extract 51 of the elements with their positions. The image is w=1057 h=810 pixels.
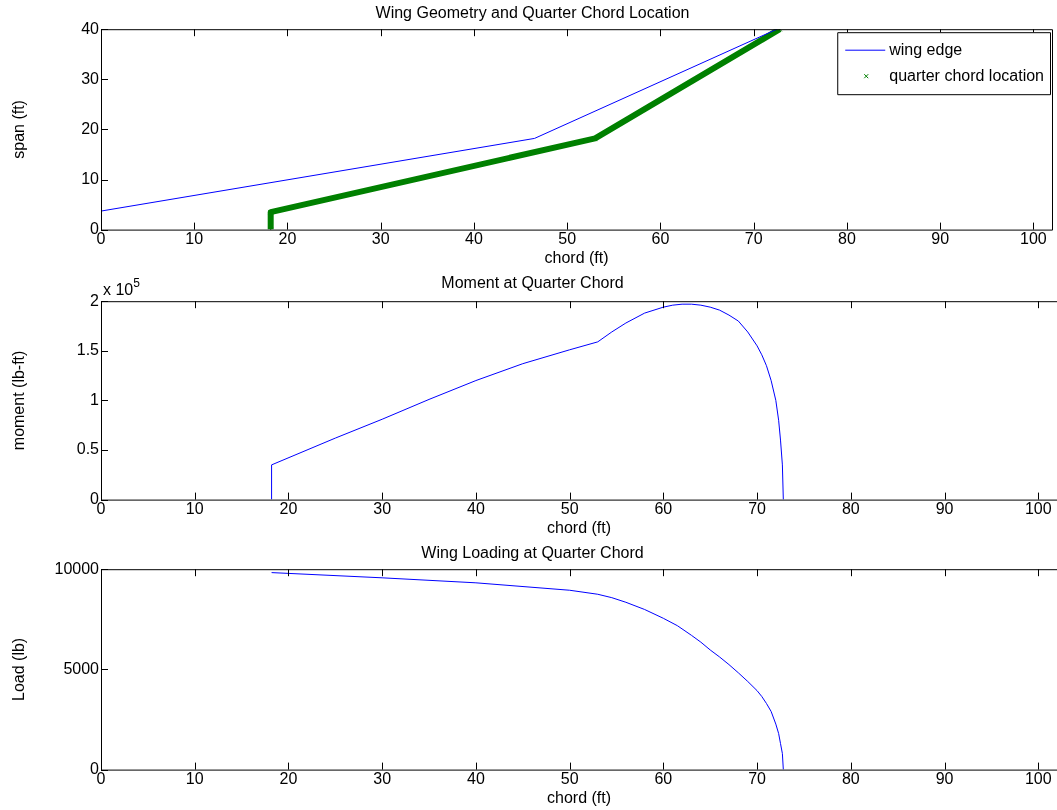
x-tick-label: 40 xyxy=(465,229,483,247)
x-tick-label: 70 xyxy=(748,499,767,517)
x-tick-label: 30 xyxy=(371,229,390,247)
chart-title: Wing Loading at Quarter Chord xyxy=(421,544,644,562)
x-tick-label: 20 xyxy=(279,769,298,787)
y-tick-label: 30 xyxy=(81,69,100,87)
x-tick-label: 50 xyxy=(560,499,579,517)
x-tick-label: 80 xyxy=(841,769,860,787)
y-tick-label: 10 xyxy=(81,169,100,187)
y-tick-label: 40 xyxy=(81,19,100,37)
x-tick-label: 40 xyxy=(467,499,485,517)
x-tick-label: 50 xyxy=(560,769,579,787)
x-tick-label: 10 xyxy=(185,499,204,517)
x-tick-label: 60 xyxy=(654,499,673,517)
x-tick-label: 30 xyxy=(373,499,392,517)
chart-title: Moment at Quarter Chord xyxy=(441,274,624,292)
y-tick-label: 1.5 xyxy=(76,341,100,359)
x-tick-label: 20 xyxy=(279,499,298,517)
x-tick-label: 90 xyxy=(935,499,954,517)
x-tick-label: 50 xyxy=(558,229,577,247)
x-tick-label: 20 xyxy=(278,229,297,247)
y-axis-title: moment (lb-ft) xyxy=(10,350,28,451)
x-tick-label: 10 xyxy=(185,229,204,247)
y-axis-title: span (ft) xyxy=(10,100,28,159)
x-tick-label: 60 xyxy=(651,229,670,247)
chart-title: Wing Geometry and Quarter Chord Location xyxy=(375,4,690,22)
legend-label: quarter chord location xyxy=(889,66,1045,84)
x-axis-title: chord (ft) xyxy=(546,788,612,806)
x-tick-label: 80 xyxy=(841,499,860,517)
x-tick-label: 100 xyxy=(1020,229,1047,247)
x-axis-title: chord (ft) xyxy=(544,248,609,266)
x-tick-label: 10 xyxy=(185,769,204,787)
x-tick-label: 70 xyxy=(744,229,763,247)
y-tick-label: 20 xyxy=(81,119,100,137)
x-tick-label: 30 xyxy=(373,769,392,787)
y-axis-title: Load (lb) xyxy=(10,637,28,701)
y-tick-label: 5000 xyxy=(63,659,100,677)
y-tick-label: 1 xyxy=(90,390,100,408)
x-tick-label: 60 xyxy=(654,769,673,787)
x-tick-label: 90 xyxy=(935,769,954,787)
x-tick-label: 70 xyxy=(748,769,767,787)
y-tick-label: 0.5 xyxy=(76,440,100,458)
x-tick-label: 40 xyxy=(467,769,485,787)
legend-label: wing edge xyxy=(888,40,963,58)
x-tick-label: 100 xyxy=(1024,769,1052,787)
x-axis-title: chord (ft) xyxy=(546,518,612,536)
y-tick-label: 2 xyxy=(90,291,100,309)
x-tick-label: 90 xyxy=(931,229,950,247)
x-tick-label: 100 xyxy=(1024,499,1052,517)
x-tick-label: 80 xyxy=(837,229,856,247)
y-tick-label: 10000 xyxy=(54,559,100,577)
